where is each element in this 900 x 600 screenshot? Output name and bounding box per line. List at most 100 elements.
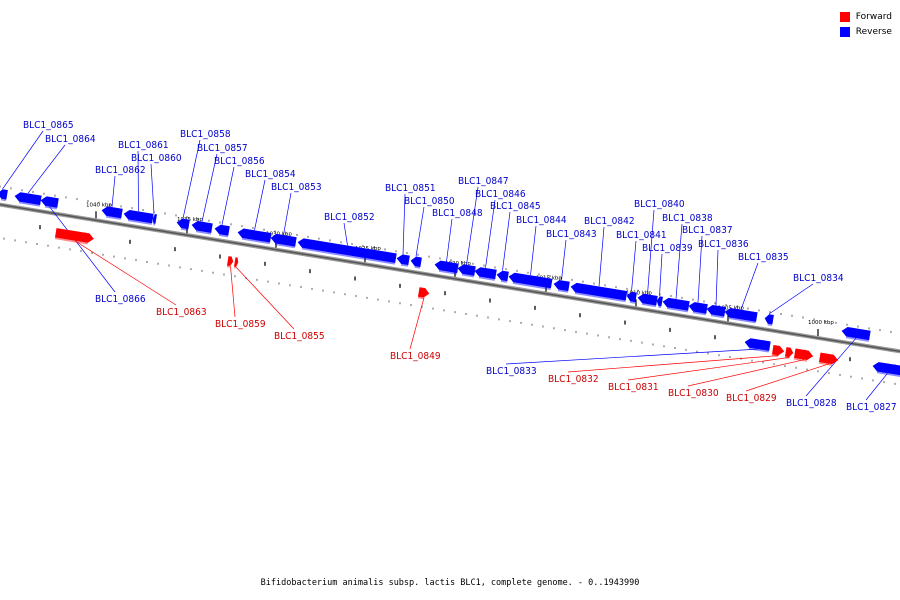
gene-blc1-0828[interactable] (841, 326, 871, 342)
gene-label: BLC1_0860 (131, 153, 182, 164)
gene-blc1-0865[interactable] (0, 189, 8, 202)
gene-blc1-0861[interactable] (123, 209, 154, 225)
legend-reverse: Reverse (839, 24, 892, 39)
label-connector (201, 153, 218, 222)
label-connector (768, 283, 814, 315)
label-connector (631, 240, 637, 292)
legend-forward-label: Forward (855, 11, 892, 22)
gene-blc1-0862[interactable] (101, 206, 123, 220)
gene-blc1-0860[interactable] (152, 214, 157, 226)
label-connector (111, 175, 116, 207)
gene-label: BLC1_0851 (385, 183, 436, 194)
gene-blc1-0843[interactable] (553, 280, 570, 293)
map-caption: Bifidobacterium animalis subsp. lactis B… (260, 578, 640, 588)
gene-blc1-0836[interactable] (706, 304, 726, 319)
label-connector (598, 226, 605, 287)
label-connector (415, 206, 425, 257)
gene-blc1-0857[interactable] (191, 220, 213, 235)
gene-blc1-0829[interactable] (818, 352, 839, 367)
gene-blc1-0866[interactable] (40, 196, 59, 210)
label-connector (659, 253, 663, 297)
gene-label: BLC1_0832 (548, 374, 599, 385)
gene-label: BLC1_0847 (458, 176, 509, 187)
label-connector (446, 218, 453, 262)
gene-label: BLC1_0829 (726, 393, 777, 404)
gene-blc1-0838[interactable] (662, 297, 690, 313)
gene-label: BLC1_0848 (432, 208, 483, 219)
gene-blc1-0827[interactable] (872, 362, 900, 378)
gene-label: BLC1_0841 (616, 230, 667, 241)
label-connector (230, 266, 236, 318)
gene-blc1-0856[interactable] (214, 224, 230, 238)
gene-blc1-0864[interactable] (14, 192, 42, 207)
gene-label: BLC1_0854 (245, 169, 296, 180)
gene-blc1-0834[interactable] (764, 314, 774, 327)
genome-backbone (0, 202, 900, 354)
gene-blc1-0859[interactable] (226, 256, 234, 268)
gene-blc1-0863[interactable] (54, 228, 94, 245)
label-connector (182, 139, 201, 219)
gene-blc1-0850[interactable] (410, 256, 422, 269)
gene-blc1-0840[interactable] (637, 293, 658, 308)
gene-blc1-0832[interactable] (771, 344, 785, 358)
gene-blc1-0830[interactable] (793, 348, 814, 363)
gene-blc1-0848[interactable] (434, 260, 459, 275)
gene-blc1-0847[interactable] (457, 264, 476, 278)
gene-blc1-0835[interactable] (724, 307, 758, 324)
legend-reverse-label: Reverse (855, 26, 892, 37)
gene-blc1-0841[interactable] (626, 291, 637, 304)
label-connector (409, 297, 425, 350)
gene-blc1-0842[interactable] (570, 282, 628, 303)
gene-label: BLC1_0843 (546, 229, 597, 240)
gene-blc1-0854[interactable] (237, 228, 272, 245)
gene-labels: BLC1_0865 BLC1_0864 BLC1_0866 BLC1_0863 BLC1… (23, 120, 897, 413)
gene-blc1-0833[interactable] (744, 338, 771, 353)
label-connector (505, 348, 758, 365)
gene-label: BLC1_0857 (197, 143, 248, 154)
gene-label: BLC1_0834 (793, 273, 844, 284)
legend-forward: Forward (839, 9, 892, 24)
gene-blc1-0849[interactable] (417, 287, 430, 300)
label-connector (627, 357, 790, 381)
gene-label: BLC1_0861 (118, 140, 169, 151)
reverse-swatch (839, 26, 850, 37)
gene-blc1-0846[interactable] (474, 267, 497, 281)
gene-blc1-0853[interactable] (270, 233, 297, 249)
label-connector (466, 186, 479, 265)
label-connector (254, 179, 266, 231)
label-connector (805, 337, 857, 397)
gene-blc1-0851[interactable] (396, 254, 410, 267)
gene-blc1-0844[interactable] (508, 272, 553, 290)
gene-blc1-0852[interactable] (297, 238, 397, 265)
label-connector (865, 373, 888, 401)
label-connector (221, 166, 235, 225)
gene-blc1-0837[interactable] (688, 302, 708, 316)
label-connector (561, 239, 567, 281)
gene-label: BLC1_0828 (786, 398, 837, 409)
label-connector (740, 262, 759, 310)
gene-label: BLC1_0845 (490, 201, 541, 212)
label-connector (715, 249, 719, 306)
gene-blc1-0839[interactable] (656, 296, 663, 308)
gene-label: BLC1_0850 (404, 196, 455, 207)
gene-label: BLC1_0837 (682, 225, 733, 236)
gene-label: BLC1_0840 (634, 199, 685, 210)
label-connector (49, 206, 116, 293)
gene-blc1-0855[interactable] (233, 257, 239, 269)
track-ticks (0, 185, 896, 385)
gene-label: BLC1_0835 (738, 252, 789, 263)
gene-label: BLC1_0859 (215, 319, 266, 330)
legend: Forward Reverse (839, 9, 892, 39)
gene-label: BLC1_0827 (846, 402, 897, 413)
gene-blc1-0845[interactable] (496, 270, 509, 283)
gene-label: BLC1_0862 (95, 165, 146, 176)
gene-blc1-0858[interactable] (176, 218, 190, 231)
label-connector (283, 192, 292, 235)
gene-label: BLC1_0833 (486, 366, 537, 377)
gene-blc1-0831[interactable] (784, 347, 794, 359)
scale-label: 1035 kbp (177, 217, 203, 223)
gene-label: BLC1_0831 (608, 382, 659, 393)
label-connectors (2, 130, 888, 401)
gene-label: BLC1_0849 (390, 351, 441, 362)
